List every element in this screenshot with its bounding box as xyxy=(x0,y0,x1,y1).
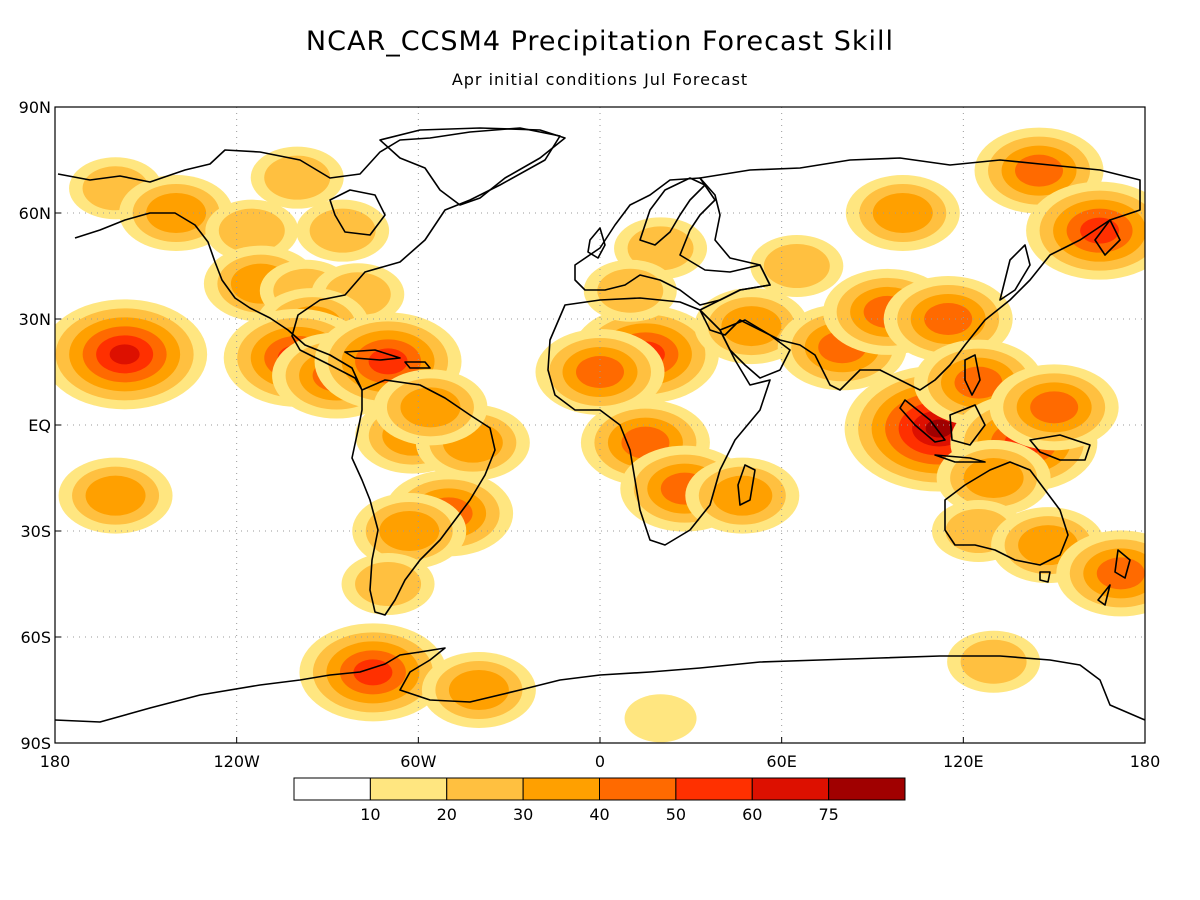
skill-patch xyxy=(627,226,694,271)
coastlines xyxy=(55,127,1145,723)
lat-tick-label: 60N xyxy=(19,204,51,223)
skill-patch xyxy=(448,670,509,710)
colorbar-label: 30 xyxy=(513,805,533,824)
south-america-coastline xyxy=(351,379,496,616)
kamchatka-coastline xyxy=(1094,219,1121,256)
madagascar-coastline xyxy=(737,464,756,506)
map-gridlines xyxy=(55,107,1145,743)
lon-tick-label: 180 xyxy=(1130,752,1161,771)
skill-patch xyxy=(355,562,422,606)
lat-tick-label: 60S xyxy=(20,628,51,647)
java-coastline xyxy=(934,454,986,463)
skill-patch xyxy=(1015,154,1064,187)
scandinavia-coastline xyxy=(639,177,706,246)
greenland-coastline xyxy=(379,127,566,206)
colorbar-label: 60 xyxy=(742,805,762,824)
hispaniola-coastline xyxy=(404,361,431,369)
skill-patch xyxy=(960,639,1027,684)
australia-coastline xyxy=(944,461,1069,566)
skill-patch xyxy=(624,694,697,743)
colorbar-swatch xyxy=(293,777,371,801)
lat-tick-label: 30N xyxy=(19,310,51,329)
colorbar-label: 40 xyxy=(589,805,609,824)
north-america-coastline xyxy=(57,127,561,391)
colorbar-swatch xyxy=(446,777,524,801)
colorbar-swatch xyxy=(369,777,448,801)
antarctica-coastline xyxy=(55,647,1145,723)
borneo-coastline xyxy=(949,404,986,446)
lat-tick-label: 90N xyxy=(19,98,51,117)
skill-patch xyxy=(85,475,146,516)
skill-patch xyxy=(400,387,461,428)
skill-patch xyxy=(264,155,331,200)
skill-patch xyxy=(109,344,140,365)
skill-patch xyxy=(872,193,933,233)
skill-patch xyxy=(712,475,773,516)
colorbar-swatch xyxy=(751,777,830,801)
skill-patch xyxy=(1030,391,1079,424)
colorbar: 10 20 30 40 50 60 75 xyxy=(293,777,906,824)
skill-patch xyxy=(309,208,376,253)
lat-tick-label: 90S xyxy=(20,734,51,753)
africa-coastline xyxy=(547,297,771,546)
map-title: NCAR_CCSM4 Precipitation Forecast Skill xyxy=(305,26,895,57)
new-zealand-coastline xyxy=(1097,549,1131,606)
skill-patch xyxy=(597,268,664,313)
british-isles-coastline xyxy=(587,227,606,259)
skill-patch xyxy=(368,348,408,375)
lon-tick-label: 180 xyxy=(40,752,71,771)
longitude-tick-labels: 180 120W 60W 0 60E 120E 180 xyxy=(40,737,1161,771)
skill-shading xyxy=(55,127,1145,743)
skill-patch xyxy=(218,208,285,253)
sumatra-coastline xyxy=(899,399,946,443)
colorbar-label: 75 xyxy=(818,805,838,824)
colorbar-label: 50 xyxy=(666,805,686,824)
tasmania-coastline xyxy=(1039,571,1051,583)
skill-patch xyxy=(1096,557,1145,590)
skill-patch xyxy=(353,659,393,686)
europe-coastline xyxy=(574,177,771,306)
colorbar-label: 20 xyxy=(437,805,457,824)
lat-tick-label: EQ xyxy=(28,416,51,435)
skill-patch xyxy=(924,303,973,335)
arabia-coastline xyxy=(719,319,791,379)
colorbar-swatch xyxy=(599,777,677,801)
map-subtitle: Apr initial conditions Jul Forecast xyxy=(451,70,749,89)
new-guinea-coastline xyxy=(1029,434,1091,461)
philippines-coastline xyxy=(964,354,981,396)
skill-patch xyxy=(763,244,830,288)
colorbar-label: 10 xyxy=(360,805,380,824)
skill-patch xyxy=(1080,217,1120,244)
skill-patch xyxy=(576,356,624,388)
lat-tick-label: 30S xyxy=(20,522,51,541)
japan-coastline xyxy=(999,244,1031,301)
lon-tick-label: 120E xyxy=(943,752,984,771)
lon-tick-label: 60W xyxy=(400,752,436,771)
lon-tick-label: 0 xyxy=(595,752,605,771)
colorbar-swatch xyxy=(522,777,600,801)
skill-patch xyxy=(925,419,953,438)
colorbar-swatch xyxy=(828,777,906,801)
cuba-coastline xyxy=(344,349,401,361)
colorbar-swatch xyxy=(675,777,753,801)
asia-coastline xyxy=(699,157,1141,391)
hudson-bay-coastline xyxy=(329,189,386,236)
skill-patch xyxy=(963,458,1024,498)
latitude-tick-labels: 90N 60N 30N EQ 30S 60S 90S xyxy=(19,98,61,753)
lon-tick-label: 60E xyxy=(766,752,796,771)
lon-tick-label: 120W xyxy=(213,752,260,771)
